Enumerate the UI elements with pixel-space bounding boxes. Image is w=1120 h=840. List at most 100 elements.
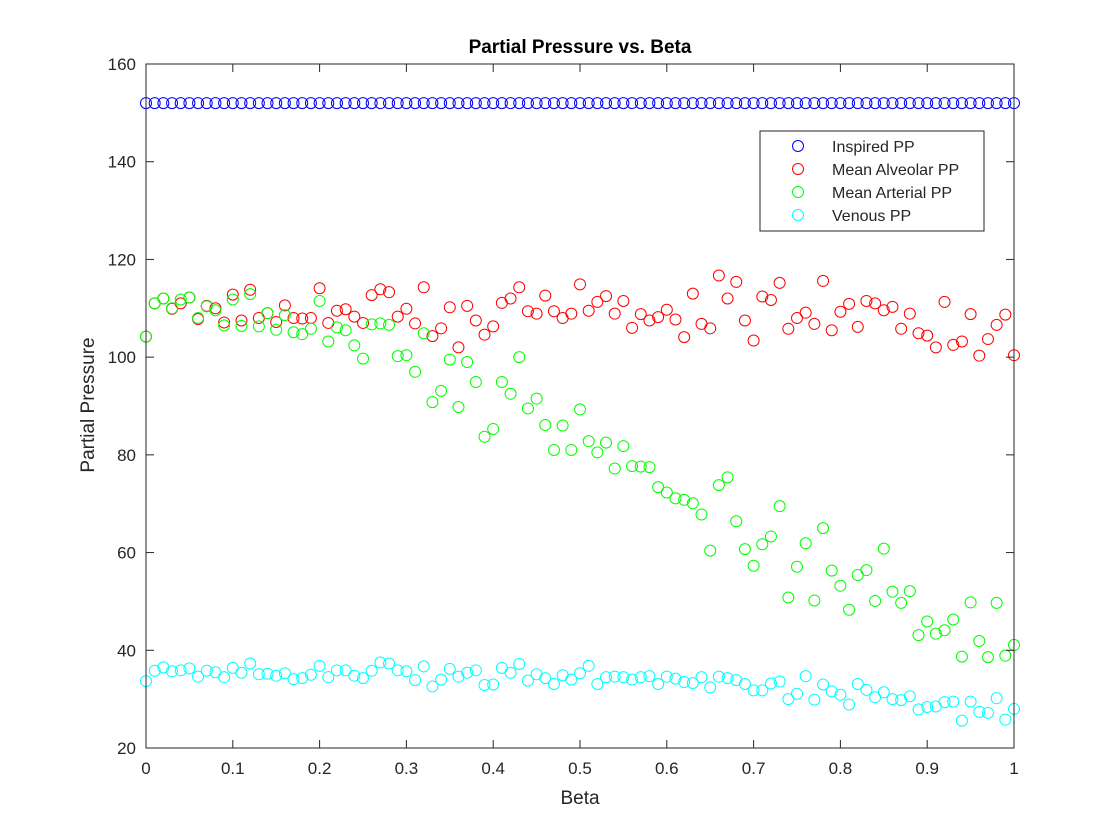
data-point (574, 667, 586, 680)
data-point (903, 690, 916, 703)
data-point (600, 97, 613, 110)
data-point (218, 97, 231, 110)
x-tick-label: 0.4 (481, 759, 505, 778)
data-point (738, 677, 751, 690)
data-point (417, 281, 430, 294)
data-point (955, 714, 968, 727)
data-point (339, 324, 352, 337)
x-tick-label: 0.2 (308, 759, 332, 778)
data-point (530, 392, 543, 405)
data-point (556, 97, 569, 110)
data-point (348, 339, 361, 352)
data-point (348, 97, 361, 110)
data-point (244, 288, 257, 301)
x-tick-label: 0.3 (395, 759, 419, 778)
data-point (391, 310, 404, 323)
data-point (721, 672, 734, 685)
data-point (443, 97, 456, 110)
x-tick-label: 1 (1009, 759, 1018, 778)
data-point (851, 320, 864, 333)
data-point (608, 670, 621, 683)
data-point (843, 297, 856, 310)
data-point (591, 295, 604, 308)
data-point (669, 672, 682, 685)
data-point (452, 400, 465, 413)
data-point (955, 97, 968, 110)
legend-label: Inspired PP (832, 139, 915, 156)
data-point (487, 678, 500, 691)
data-point (469, 664, 482, 677)
data-point (738, 543, 751, 556)
data-point (443, 301, 456, 314)
series-3 (140, 288, 1020, 664)
data-point (860, 97, 873, 110)
data-point (304, 668, 317, 681)
data-point (981, 706, 994, 719)
data-point (695, 508, 708, 521)
data-point (669, 492, 682, 505)
data-point (704, 544, 717, 557)
data-point (617, 440, 630, 453)
data-point (374, 283, 387, 296)
data-point (634, 460, 647, 473)
data-point (643, 314, 656, 327)
data-point (244, 97, 257, 110)
data-point (773, 675, 786, 688)
data-point (513, 351, 526, 364)
data-point (782, 97, 795, 110)
data-point (591, 677, 604, 690)
data-point (504, 97, 517, 110)
legend-label: Mean Arterial PP (832, 185, 952, 202)
data-point (834, 305, 847, 318)
data-point (834, 97, 847, 110)
data-point (209, 304, 222, 317)
data-point (478, 97, 491, 110)
data-point (747, 559, 760, 572)
data-point (426, 396, 439, 409)
data-point (626, 460, 639, 473)
x-tick-label: 0 (141, 759, 150, 778)
data-point (365, 289, 378, 302)
data-point (825, 97, 838, 110)
data-point (513, 97, 526, 110)
data-point (981, 333, 994, 346)
x-tick-label: 0.6 (655, 759, 679, 778)
data-point (990, 97, 1003, 110)
data-point (947, 613, 960, 626)
data-point (400, 349, 413, 362)
data-point (530, 307, 543, 320)
data-point (330, 304, 343, 317)
data-point (435, 673, 448, 686)
data-point (895, 596, 908, 609)
data-point (860, 683, 873, 696)
data-point (704, 322, 717, 335)
data-point (287, 326, 300, 339)
legend-label: Venous PP (832, 208, 911, 225)
data-point (712, 269, 725, 282)
data-point (287, 97, 300, 110)
y-axis-label: Partial Pressure (78, 337, 99, 472)
data-point (756, 684, 769, 697)
data-point (157, 97, 170, 110)
data-point (235, 97, 248, 110)
data-point (886, 300, 899, 313)
data-point (400, 302, 413, 315)
data-point (174, 664, 187, 677)
data-point (296, 328, 309, 341)
data-point (973, 705, 986, 718)
data-point (513, 657, 526, 670)
data-point (357, 672, 369, 685)
legend: Inspired PP Mean Alveolar PP Mean Arterial… (759, 130, 985, 232)
legend-label: Mean Alveolar PP (832, 162, 959, 179)
data-point (270, 315, 283, 328)
data-point (487, 320, 500, 333)
data-point (374, 656, 387, 669)
data-point (435, 97, 448, 110)
data-point (921, 615, 934, 628)
legend-marker (792, 186, 804, 198)
data-point (869, 297, 882, 310)
data-point (886, 585, 899, 598)
data-point (678, 97, 691, 110)
data-point (461, 299, 474, 312)
data-point (313, 294, 326, 307)
